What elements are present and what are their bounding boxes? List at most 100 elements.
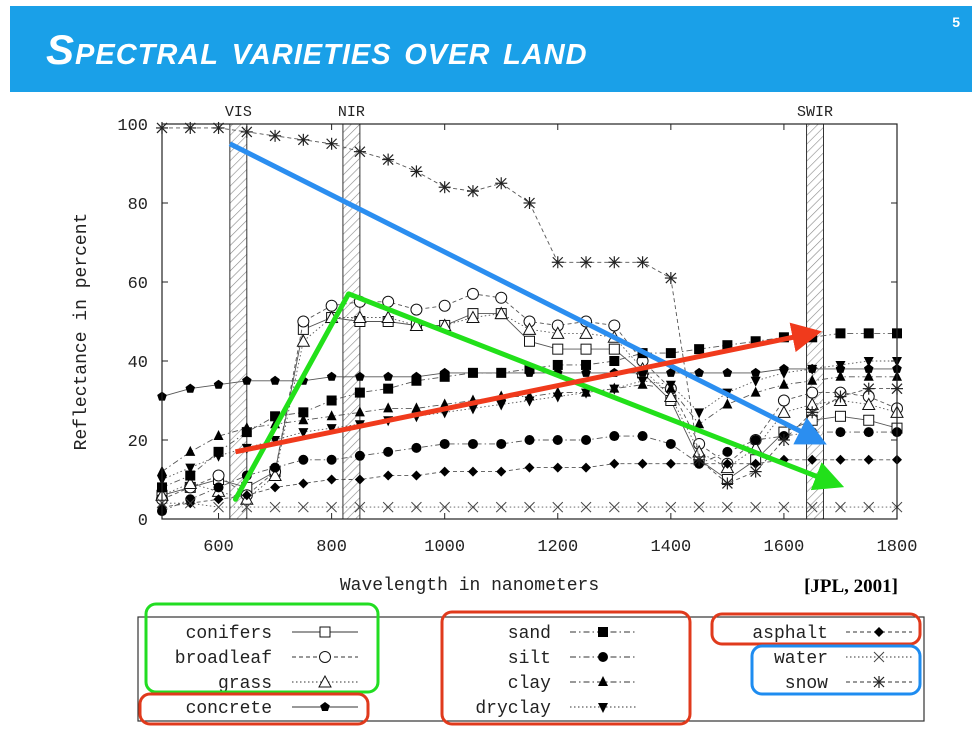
point-silt [637, 431, 648, 442]
point-snow [580, 256, 593, 269]
x-tick-label: 1800 [877, 538, 918, 557]
series-line-dryclay [161, 360, 897, 480]
marker-stroke [241, 501, 253, 513]
marker-stroke [637, 501, 648, 513]
band-label-vis: VIS [225, 104, 252, 121]
legend-frame [137, 616, 925, 722]
legend-marker-silt [598, 652, 608, 662]
marker-stroke [778, 501, 790, 513]
legend-label-concrete: concrete [186, 699, 272, 719]
point-asphalt [467, 466, 478, 477]
point-broadleaf [608, 319, 621, 332]
marker-stroke [184, 497, 196, 509]
point-snow [523, 197, 536, 209]
marker-stroke [750, 501, 762, 513]
point-dryclay [665, 380, 676, 391]
point-snow [410, 165, 423, 178]
point-water [382, 501, 394, 513]
marker-stroke [552, 501, 564, 513]
point-dryclay [835, 360, 846, 371]
point-water [693, 501, 705, 513]
point-snow [806, 406, 819, 419]
point-water [411, 501, 422, 513]
point-silt [863, 427, 874, 438]
point-broadleaf [806, 386, 819, 399]
point-asphalt [835, 454, 846, 465]
point-clay [807, 374, 818, 385]
marker-stroke [269, 501, 281, 513]
point-sand [185, 470, 196, 481]
legend-label-broadleaf: broadleaf [175, 649, 272, 669]
point-conifers [608, 343, 620, 355]
legend-marker-asphalt [874, 627, 884, 637]
legend-label-clay: clay [508, 674, 551, 694]
point-water [778, 501, 790, 513]
marker-stroke [580, 501, 592, 513]
legend-marker-conifers [319, 626, 331, 638]
point-dryclay [213, 451, 224, 462]
point-clay [411, 402, 422, 413]
x-tick-label: 1600 [764, 538, 805, 557]
point-snow [721, 477, 734, 490]
legend-group-red-concrete [138, 692, 370, 726]
point-snow [664, 272, 677, 285]
point-conifers [524, 335, 535, 347]
point-concrete [383, 371, 393, 381]
marker-stroke [608, 501, 620, 513]
point-concrete [355, 371, 365, 381]
point-snow [269, 129, 282, 142]
point-dryclay [326, 424, 337, 435]
point-dryclay [637, 376, 648, 387]
legend-label-silt: silt [508, 649, 551, 669]
point-asphalt [354, 474, 365, 485]
legend-marker-dryclay [598, 703, 608, 713]
arrow-blue [228, 141, 827, 445]
point-grass [579, 326, 593, 339]
point-clay [298, 414, 309, 425]
point-snow [777, 434, 790, 446]
point-grass [777, 405, 791, 418]
y-tick-label: 60 [128, 275, 148, 294]
point-snow [608, 256, 621, 269]
point-water [863, 501, 875, 513]
point-clay [835, 370, 846, 381]
point-sand [467, 367, 478, 378]
legend-marker-water [873, 651, 885, 663]
arrow-green-rise [233, 291, 352, 502]
point-clay [863, 370, 874, 381]
point-asphalt [383, 470, 394, 481]
point-sand [581, 359, 592, 370]
point-dryclay [552, 392, 563, 403]
marker-stroke [863, 501, 875, 513]
point-grass [381, 310, 395, 324]
marker-stroke [411, 501, 422, 513]
marker-stroke [495, 501, 507, 513]
legend-marker-broadleaf [319, 651, 331, 663]
legend-label-sand: sand [508, 624, 551, 644]
point-snow [466, 185, 479, 198]
series-line-water [162, 502, 897, 508]
point-dryclay [609, 384, 620, 395]
point-silt [835, 427, 846, 438]
point-conifers [834, 410, 846, 422]
legend-label-snow: snow [785, 674, 828, 694]
marker-stroke [665, 501, 677, 513]
point-snow [495, 177, 508, 190]
point-concrete [213, 379, 224, 389]
point-asphalt [524, 462, 535, 473]
point-broadleaf [325, 299, 338, 312]
point-water [665, 501, 677, 513]
legend-label-water: water [774, 649, 828, 669]
point-concrete [581, 367, 591, 377]
point-clay [694, 418, 705, 429]
point-dryclay [863, 357, 874, 367]
point-grass [353, 310, 367, 324]
point-broadleaf [495, 291, 508, 304]
point-grass [183, 476, 198, 489]
point-clay [326, 410, 337, 421]
marker-stroke [439, 501, 451, 513]
point-water [439, 501, 451, 513]
legend-marker-clay [598, 676, 608, 686]
series-dryclay [157, 357, 902, 486]
point-snow [297, 133, 310, 146]
